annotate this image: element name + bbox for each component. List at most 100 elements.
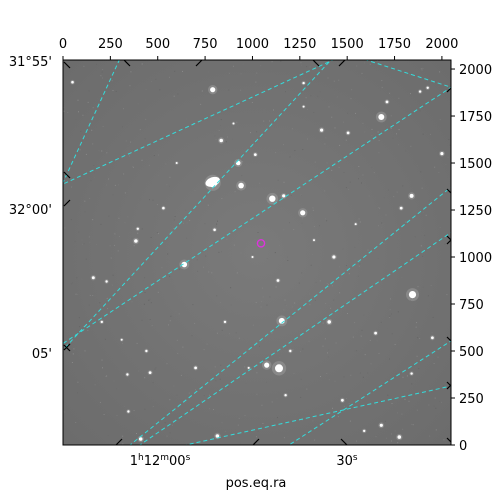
noise-pixel — [238, 417, 240, 419]
star — [194, 366, 198, 370]
noise-pixel — [391, 333, 393, 335]
noise-pixel — [285, 91, 286, 93]
noise-pixel — [259, 345, 260, 347]
noise-pixel — [402, 185, 404, 187]
noise-pixel — [376, 340, 378, 342]
noise-pixel — [168, 324, 169, 326]
noise-pixel — [118, 217, 120, 219]
noise-pixel — [417, 286, 419, 288]
noise-pixel — [151, 325, 153, 327]
noise-pixel — [211, 272, 213, 274]
noise-pixel — [278, 245, 280, 246]
noise-pixel — [154, 368, 156, 370]
star — [410, 372, 413, 375]
noise-pixel — [324, 190, 326, 192]
noise-pixel — [208, 71, 209, 73]
noise-pixel — [72, 282, 74, 284]
world-tick — [63, 171, 71, 179]
noise-pixel — [291, 128, 293, 130]
noise-pixel — [318, 225, 320, 227]
noise-pixel — [174, 216, 176, 217]
noise-pixel — [287, 436, 289, 437]
top-tick-label: 1750 — [378, 37, 411, 52]
noise-pixel — [152, 406, 154, 408]
noise-pixel — [358, 265, 360, 267]
noise-pixel — [72, 353, 74, 355]
star — [138, 437, 143, 441]
noise-pixel — [435, 200, 436, 201]
noise-pixel — [370, 314, 372, 315]
noise-pixel — [263, 120, 265, 122]
noise-pixel — [245, 382, 247, 384]
noise-pixel — [334, 127, 336, 129]
noise-pixel — [169, 76, 170, 78]
noise-pixel — [422, 255, 424, 257]
noise-pixel — [433, 363, 435, 364]
noise-pixel — [284, 299, 286, 301]
noise-pixel — [390, 298, 391, 300]
noise-pixel — [289, 156, 291, 158]
noise-pixel — [381, 86, 383, 88]
noise-pixel — [312, 420, 314, 422]
noise-pixel — [191, 335, 193, 337]
noise-pixel — [404, 398, 406, 400]
noise-pixel — [390, 115, 392, 117]
noise-pixel — [164, 422, 166, 424]
noise-pixel — [312, 209, 314, 211]
noise-pixel — [326, 337, 327, 339]
noise-pixel — [195, 389, 196, 391]
noise-pixel — [77, 99, 79, 101]
noise-pixel — [332, 181, 333, 182]
star — [269, 195, 276, 202]
noise-pixel — [364, 131, 366, 133]
grid-line — [138, 231, 451, 445]
noise-pixel — [269, 120, 270, 122]
star — [127, 410, 130, 413]
noise-pixel — [361, 329, 363, 331]
noise-pixel — [150, 302, 152, 304]
noise-pixel — [394, 430, 396, 432]
noise-pixel — [144, 408, 146, 410]
noise-pixel — [104, 338, 106, 340]
star — [91, 276, 95, 280]
noise-pixel — [255, 141, 257, 143]
noise-pixel — [233, 244, 235, 246]
world-tick — [446, 239, 452, 245]
noise-pixel — [314, 439, 316, 441]
noise-pixel — [144, 277, 146, 279]
noise-pixel — [224, 83, 226, 85]
noise-pixel — [116, 414, 118, 416]
noise-pixel — [429, 435, 431, 437]
noise-pixel — [354, 246, 356, 248]
noise-pixel — [345, 187, 347, 189]
noise-pixel — [343, 405, 345, 407]
noise-pixel — [367, 249, 369, 251]
noise-pixel — [95, 63, 97, 65]
noise-pixel — [203, 395, 205, 397]
noise-pixel — [356, 65, 358, 67]
noise-pixel — [313, 112, 315, 114]
noise-pixel — [219, 125, 221, 127]
star — [181, 261, 188, 268]
noise-pixel — [175, 61, 177, 63]
noise-pixel — [67, 111, 69, 113]
noise-pixel — [85, 153, 87, 155]
noise-pixel — [102, 69, 104, 70]
noise-pixel — [161, 267, 163, 269]
noise-pixel — [234, 191, 236, 193]
noise-pixel — [169, 176, 171, 178]
noise-pixel — [385, 214, 387, 216]
noise-pixel — [257, 232, 259, 233]
noise-pixel — [389, 309, 391, 311]
noise-pixel — [140, 332, 142, 334]
noise-pixel — [101, 77, 103, 79]
noise-pixel — [359, 372, 361, 374]
noise-pixel — [180, 242, 181, 244]
noise-pixel — [354, 259, 356, 261]
noise-pixel — [107, 435, 109, 437]
noise-pixel — [103, 414, 105, 415]
noise-pixel — [357, 275, 359, 277]
noise-pixel — [219, 378, 221, 380]
noise-pixel — [81, 239, 83, 241]
noise-pixel — [177, 93, 179, 95]
